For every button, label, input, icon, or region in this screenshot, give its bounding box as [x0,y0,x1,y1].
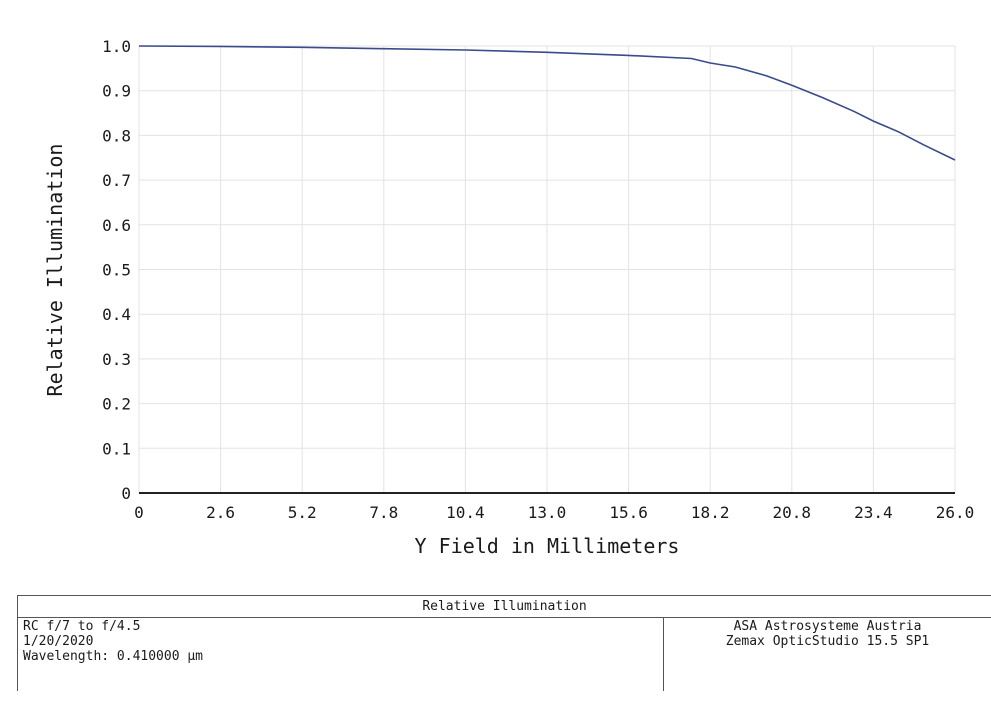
date: 1/20/2020 [23,634,94,649]
x-tick-label: 26.0 [936,503,975,522]
software-version: Zemax OpticStudio 15.5 SP1 [725,634,930,649]
x-tick-label: 0 [134,503,144,522]
x-tick-label: 13.0 [528,503,567,522]
series-group [138,45,956,161]
y-tick-label: 1.0 [102,37,131,56]
y-tick-label: 0.2 [102,395,131,414]
y-tick-labels: 0 0.1 0.2 0.3 0.4 0.5 0.6 0.7 0.8 0.9 1.0 [102,37,131,503]
info-box-title: Relative Illumination [18,596,991,618]
y-tick-label: 0 [121,484,131,503]
y-tick-label: 0.9 [102,82,131,101]
info-left-panel: RC f/7 to f/4.5 1/20/2020 Wavelength: 0.… [23,619,203,664]
design-name: RC f/7 to f/4.5 [23,619,141,634]
x-tick-label: 23.4 [854,503,893,522]
company-name: ASA Astrosysteme Austria [733,619,922,634]
y-axis-title: Relative Illumination [43,144,67,397]
info-box: Relative Illumination RC f/7 to f/4.5 1/… [17,595,991,691]
x-tick-label: 10.4 [446,503,485,522]
info-right-panel: ASA Astrosysteme Austria Zemax OpticStud… [664,619,991,649]
x-tick-label: 7.8 [369,503,398,522]
relative-illumination-chart: 0 2.6 5.2 7.8 10.4 13.0 15.6 18.2 20.8 23.4 26.0 0… [43,37,974,558]
y-tick-label: 0.7 [102,171,131,190]
grid-lines [138,45,956,494]
y-tick-label: 0.4 [102,305,131,324]
y-tick-label: 0.1 [102,439,131,458]
y-tick-label: 0.5 [102,261,131,280]
y-tick-label: 0.6 [102,216,131,235]
x-tick-label: 15.6 [609,503,648,522]
x-tick-labels: 0 2.6 5.2 7.8 10.4 13.0 15.6 18.2 20.8 23.4 26.0 [134,503,974,522]
x-axis-title: Y Field in Millimeters [415,534,680,558]
x-tick-label: 5.2 [288,503,317,522]
info-divider [663,617,664,691]
y-tick-label: 0.8 [102,126,131,145]
y-tick-label: 0.3 [102,350,131,369]
x-tick-label: 20.8 [773,503,812,522]
wavelength: Wavelength: 0.410000 µm [23,649,204,664]
series-line-0 [138,45,956,161]
x-tick-label: 2.6 [206,503,235,522]
x-tick-label: 18.2 [691,503,730,522]
